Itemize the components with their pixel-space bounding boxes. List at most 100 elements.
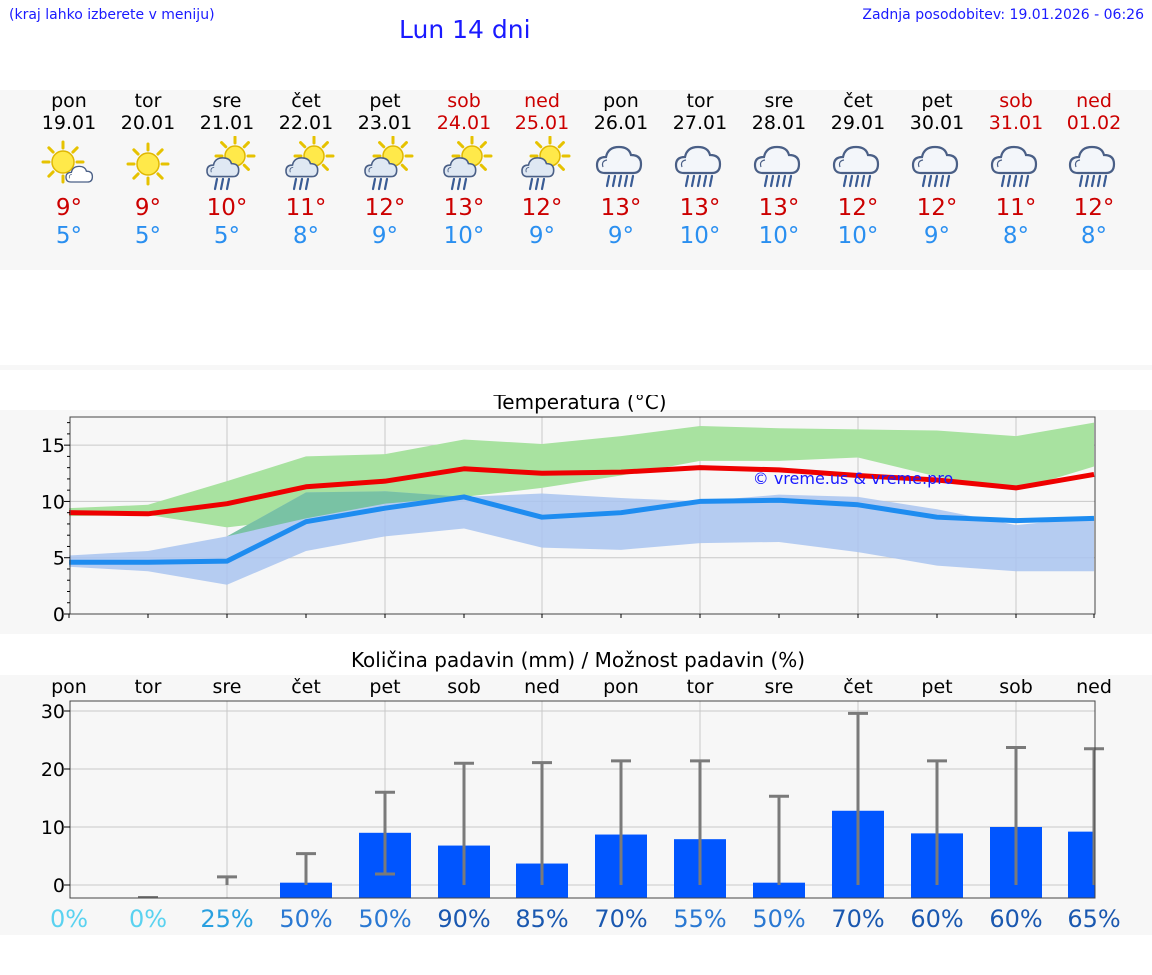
min-temp: 10° xyxy=(443,223,485,249)
forecast-day: ned 01.02 12° 8° xyxy=(1054,90,1134,250)
max-temp-line xyxy=(68,465,1095,517)
day-name: čet xyxy=(291,90,321,112)
max-temp: 9° xyxy=(134,195,162,221)
cloud-rain-icon xyxy=(1068,145,1116,188)
day-name: pon xyxy=(51,90,87,112)
day-date: 26.01 xyxy=(593,112,649,134)
day-name: pet xyxy=(921,90,953,112)
precip-day-label: pon xyxy=(51,676,87,698)
forecast-day: sre 28.01 13° 10° xyxy=(739,90,819,250)
max-temp: 13° xyxy=(600,195,642,221)
precip-bar xyxy=(280,882,332,898)
temperature-chart: Temperatura (°C) 0 5 10 15 © vreme.us & vre… xyxy=(41,395,1096,626)
day-name: sob xyxy=(999,90,1033,112)
precip-probability: 90% xyxy=(437,905,490,933)
daily-forecast-strip: pon 19.01 9° 5° tor 20.01 9° 5° sre 21.01 10° 5° čet… xyxy=(0,90,1152,270)
min-temp: 5° xyxy=(213,223,241,249)
precip-day-label: pet xyxy=(921,676,952,698)
day-name: sob xyxy=(447,90,481,112)
precip-probability: 50% xyxy=(279,905,332,933)
precip-day-label: tor xyxy=(135,676,162,698)
day-name: tor xyxy=(686,90,714,112)
precip-probability: 25% xyxy=(200,905,253,933)
day-name: čet xyxy=(843,90,873,112)
day-name: sre xyxy=(764,90,794,112)
precip-y-tick-label: 0 xyxy=(53,875,65,897)
sun-cloud-rain-icon xyxy=(521,136,571,191)
temp-y-tick-label: 15 xyxy=(41,435,65,457)
watermark: © vreme.us & vreme.pro xyxy=(753,469,954,488)
max-temp: 9° xyxy=(55,195,83,221)
max-temp: 12° xyxy=(916,195,958,221)
precip-probability: 85% xyxy=(515,905,568,933)
precip-probability: 0% xyxy=(50,905,88,933)
day-date: 19.01 xyxy=(41,112,97,134)
forecast-day: sre 21.01 10° 5° xyxy=(187,90,267,250)
min-temp: 9° xyxy=(607,223,635,249)
max-temp: 12° xyxy=(521,195,563,221)
precip-day-label: ned xyxy=(1076,676,1112,698)
overlap-band xyxy=(69,491,1094,556)
max-temp: 12° xyxy=(1073,195,1115,221)
day-name: tor xyxy=(134,90,162,112)
precip-y-tick-label: 20 xyxy=(41,759,65,781)
day-name: ned xyxy=(1076,90,1112,112)
forecast-day: čet 29.01 12° 10° xyxy=(818,90,898,250)
min-temp: 5° xyxy=(55,223,83,249)
precipitation-chart: Količina padavin (mm) / Možnost padavin … xyxy=(41,648,1121,933)
min-temp: 5° xyxy=(134,223,162,249)
sun-icon xyxy=(126,142,170,186)
precip-day-label: pon xyxy=(603,676,639,698)
forecast-day: pet 23.01 12° 9° xyxy=(345,90,425,250)
precip-day-label: sob xyxy=(999,676,1033,698)
min-temp: 10° xyxy=(758,223,800,249)
min-temp: 9° xyxy=(528,223,556,249)
min-temp: 8° xyxy=(1002,223,1030,249)
temp-frame xyxy=(69,416,1096,615)
min-temp: 9° xyxy=(371,223,399,249)
temp-chart-title: Temperatura (°C) xyxy=(492,395,666,414)
min-temp: 8° xyxy=(292,223,320,249)
sun-cloud-rain-icon xyxy=(285,136,335,191)
min-temp: 9° xyxy=(923,223,951,249)
min-temp: 10° xyxy=(679,223,721,249)
day-date: 27.01 xyxy=(672,112,728,134)
precip-day-label: čet xyxy=(291,676,321,698)
day-date: 01.02 xyxy=(1066,112,1122,134)
cloud-rain-icon xyxy=(832,145,880,188)
cloud-rain-icon xyxy=(753,145,801,188)
max-temp: 11° xyxy=(995,195,1037,221)
day-date: 22.01 xyxy=(278,112,334,134)
day-name: pon xyxy=(603,90,639,112)
day-date: 31.01 xyxy=(988,112,1044,134)
temp-y-tick-label: 0 xyxy=(53,604,65,626)
cloud-rain-icon xyxy=(595,145,643,188)
precip-bar xyxy=(1068,831,1095,898)
max-temp: 12° xyxy=(837,195,879,221)
cloud-rain-icon xyxy=(674,145,722,188)
max-temp: 13° xyxy=(443,195,485,221)
min-temp: 10° xyxy=(837,223,879,249)
min-temp-line xyxy=(69,494,1095,565)
precip-day-label: sre xyxy=(765,676,794,698)
forecast-day: tor 27.01 13° 10° xyxy=(660,90,740,250)
separator-band xyxy=(0,365,1152,370)
last-update: Zadnja posodobitev: 19.01.2026 - 06:26 xyxy=(862,7,1144,23)
day-name: sre xyxy=(212,90,242,112)
forecast-band xyxy=(0,90,1152,270)
precip-day-label: ned xyxy=(524,676,560,698)
cloud-rain-icon xyxy=(911,145,959,188)
precip-frame xyxy=(69,700,1096,899)
day-date: 23.01 xyxy=(357,112,413,134)
precip-y-tick-label: 10 xyxy=(41,817,65,839)
precip-probability: 50% xyxy=(752,905,805,933)
max-temp: 11° xyxy=(285,195,327,221)
forecast-day: pet 30.01 12° 9° xyxy=(897,90,977,250)
precip-day-label: sob xyxy=(447,676,481,698)
precip-y-tick-label: 30 xyxy=(41,701,65,723)
forecast-day: čet 22.01 11° 8° xyxy=(266,90,346,250)
forecast-day: ned 25.01 12° 9° xyxy=(502,90,582,250)
precip-probability: 65% xyxy=(1067,905,1120,933)
forecast-day: sob 31.01 11° 8° xyxy=(976,90,1056,250)
max-temp: 13° xyxy=(758,195,800,221)
